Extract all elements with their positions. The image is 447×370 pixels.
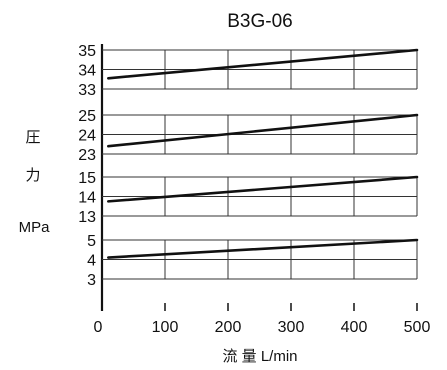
y-tick-label-0-2: 33 (78, 82, 96, 99)
y-tick-label-3-0: 5 (87, 233, 96, 250)
y-tick-label-1-0: 25 (78, 108, 96, 125)
series-line-2-0 (107, 175, 419, 203)
x-tick-label-5: 500 (404, 319, 431, 336)
series-line-0-0 (107, 48, 419, 80)
y-axis-label-line-3: MPa (19, 219, 51, 236)
x-tick-label-3: 300 (278, 319, 305, 336)
chart-title: B3G-06 (227, 11, 292, 32)
y-tick-label-0-0: 35 (78, 43, 96, 60)
y-tick-label-1-2: 23 (78, 147, 96, 164)
series-line-1-0 (107, 113, 419, 148)
x-axis-label: 流 量 L/min (222, 348, 297, 365)
y-axis-label-line-1: 圧 (25, 129, 40, 146)
x-tick-label-0: 0 (94, 319, 103, 336)
y-axis-label-line-2: 力 (25, 167, 40, 184)
y-tick-label-2-1: 14 (78, 190, 96, 207)
y-tick-label-2-2: 13 (78, 209, 96, 226)
y-tick-label-3-2: 3 (87, 272, 96, 289)
x-tick-label-2: 200 (215, 319, 242, 336)
y-tick-label-0-1: 34 (78, 63, 96, 80)
series-line-3-0 (107, 238, 419, 259)
x-tick-label-4: 400 (341, 319, 368, 336)
y-tick-label-1-1: 24 (78, 128, 96, 145)
x-tick-label-1: 100 (152, 319, 179, 336)
y-tick-label-3-1: 4 (87, 253, 96, 270)
y-tick-label-2-0: 15 (78, 170, 96, 187)
